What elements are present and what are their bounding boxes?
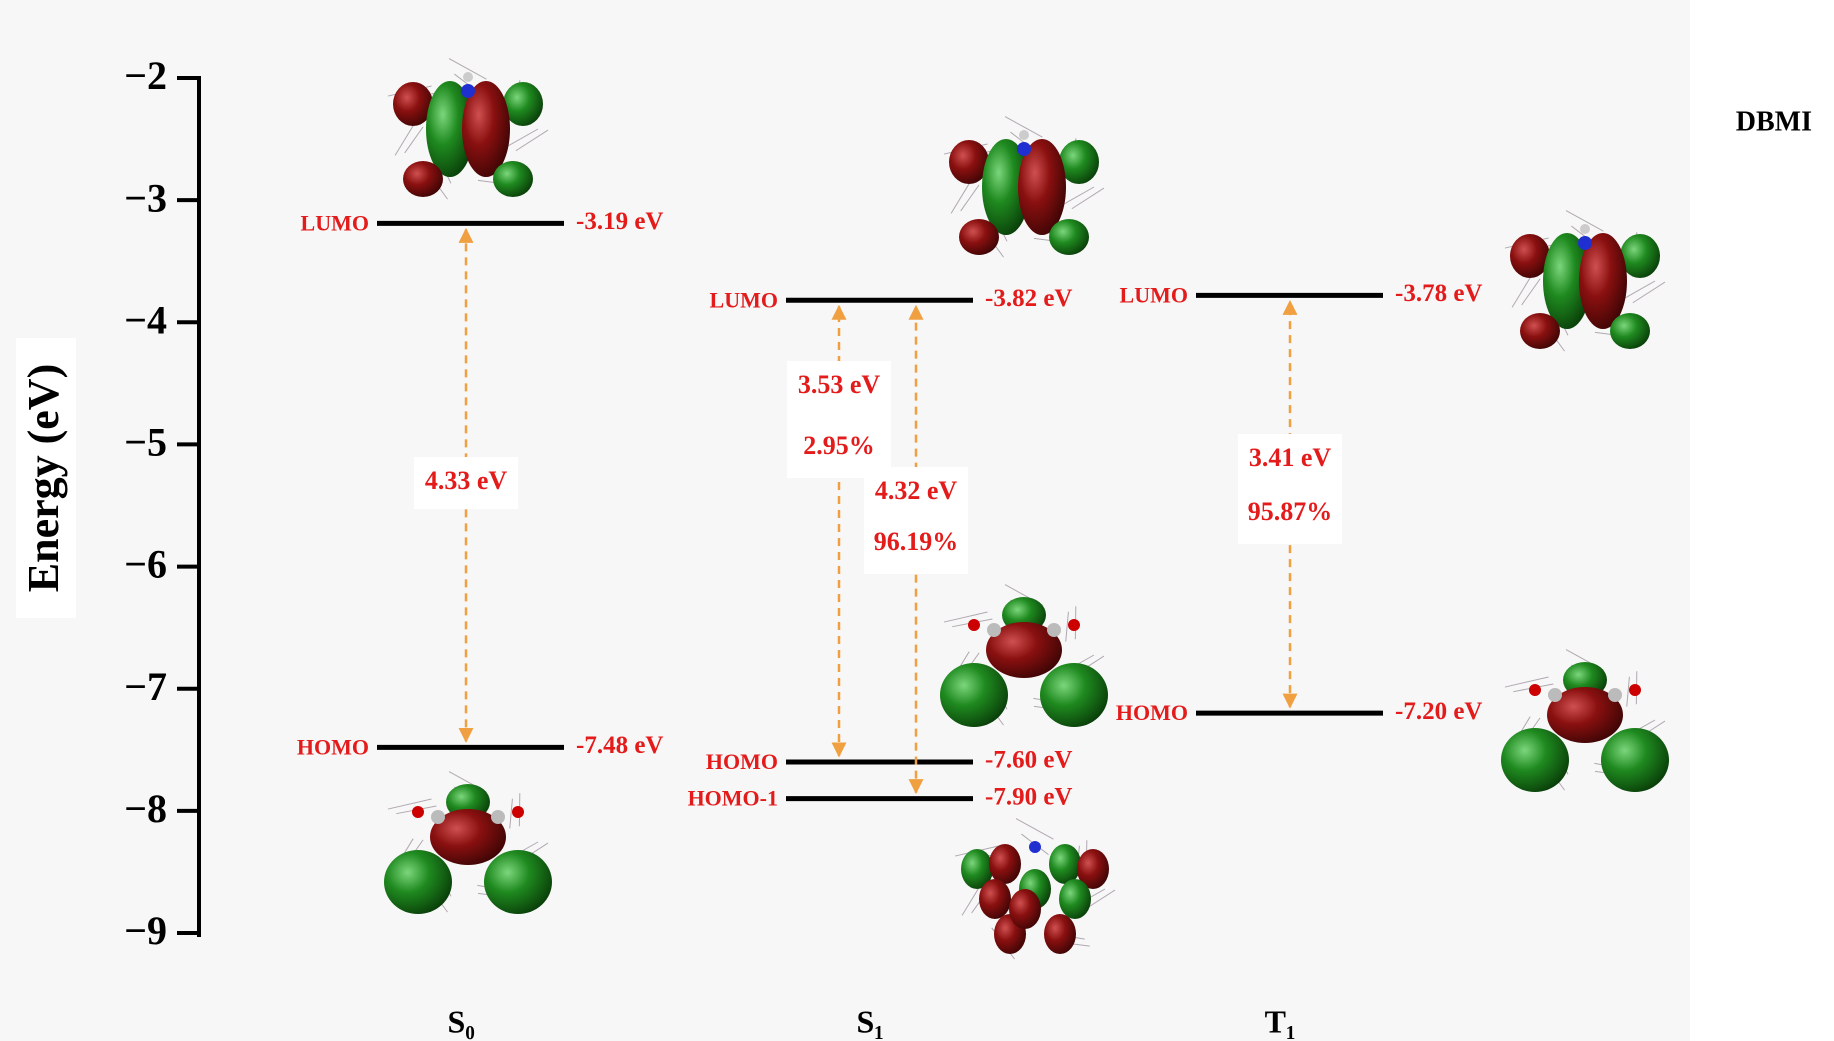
orbital-lobe <box>1520 313 1560 349</box>
orbital-lobe <box>1040 663 1108 727</box>
transition-energy: 4.33 eV <box>425 466 508 495</box>
orbital-lobe <box>1501 728 1569 792</box>
transition-energy: 3.41 eV <box>1249 443 1332 472</box>
y-axis-label-group: Energy (eV) <box>16 338 76 618</box>
atom <box>1580 224 1590 234</box>
atom <box>968 619 980 631</box>
level-value: -7.20 eV <box>1395 698 1482 725</box>
chart: DBMI Energy (eV) −2 −3 −4 −5 −6 −7 −8 −9 S₀ LUMO -… <box>0 0 1834 1041</box>
state-label: S₁ <box>856 1003 883 1039</box>
atom <box>412 806 424 818</box>
level-value: -3.82 eV <box>985 285 1072 312</box>
orbital-lobe <box>1601 728 1669 792</box>
orbital-lobe <box>1049 219 1089 255</box>
atom <box>987 623 1001 637</box>
atom <box>1047 623 1061 637</box>
chart-title: DBMI <box>1736 106 1812 137</box>
atom <box>1608 688 1622 702</box>
y-tick-label: −9 <box>124 908 167 953</box>
atom <box>463 72 473 82</box>
y-tick-label: −6 <box>124 542 167 587</box>
transition-contribution: 95.87% <box>1248 497 1333 526</box>
atom <box>1578 236 1592 250</box>
level-name: LUMO <box>710 287 778 312</box>
atom <box>1019 130 1029 140</box>
orbital-lobe <box>940 663 1008 727</box>
atom <box>1068 619 1080 631</box>
level-value: -7.60 eV <box>985 747 1072 774</box>
y-axis-label: Energy (eV) <box>19 364 68 593</box>
orbital-lobe <box>1610 313 1650 349</box>
y-tick-label: −4 <box>124 297 167 342</box>
orbital-lobe <box>959 219 999 255</box>
atom <box>461 84 475 98</box>
orbital-lobe <box>1009 889 1041 929</box>
plot-background <box>0 0 1690 1041</box>
transition-energy: 3.53 eV <box>798 370 881 399</box>
level-value: -3.78 eV <box>1395 280 1482 307</box>
orbital-lobe <box>384 850 452 914</box>
atom <box>1548 688 1562 702</box>
orbital-lobe <box>1044 914 1076 954</box>
level-name: LUMO <box>1120 282 1188 307</box>
atom <box>1017 142 1031 156</box>
orbital-lobe <box>1059 879 1091 919</box>
state-label: S₀ <box>447 1003 474 1039</box>
orbital-lobe <box>1049 844 1081 884</box>
y-tick-label: −8 <box>124 786 167 831</box>
y-tick-label: −3 <box>124 175 167 220</box>
atom <box>491 810 505 824</box>
atom <box>1029 841 1041 853</box>
level-name: HOMO <box>706 749 778 774</box>
level-value: -3.19 eV <box>576 208 663 235</box>
transition-contribution: 96.19% <box>874 527 959 556</box>
transition-contribution: 2.95% <box>803 431 875 460</box>
orbital-lobe <box>493 161 533 197</box>
atom <box>1529 684 1541 696</box>
atom <box>512 806 524 818</box>
level-name: LUMO <box>301 210 369 235</box>
level-value: -7.90 eV <box>985 783 1072 810</box>
y-tick-label: −5 <box>124 420 167 465</box>
orbital-lobe <box>484 850 552 914</box>
orbital-lobe <box>403 161 443 197</box>
transition-energy: 4.32 eV <box>875 476 958 505</box>
y-tick-label: −7 <box>124 664 167 709</box>
level-value: -7.48 eV <box>576 732 663 759</box>
orbital-lobe <box>979 879 1011 919</box>
y-tick-label: −2 <box>124 53 167 98</box>
level-name: HOMO-1 <box>688 786 778 811</box>
atom <box>431 810 445 824</box>
level-name: HOMO <box>1116 700 1188 725</box>
state-label: T₁ <box>1265 1003 1296 1039</box>
atom <box>1629 684 1641 696</box>
orbital-lobe <box>989 844 1021 884</box>
level-name: HOMO <box>297 734 369 759</box>
